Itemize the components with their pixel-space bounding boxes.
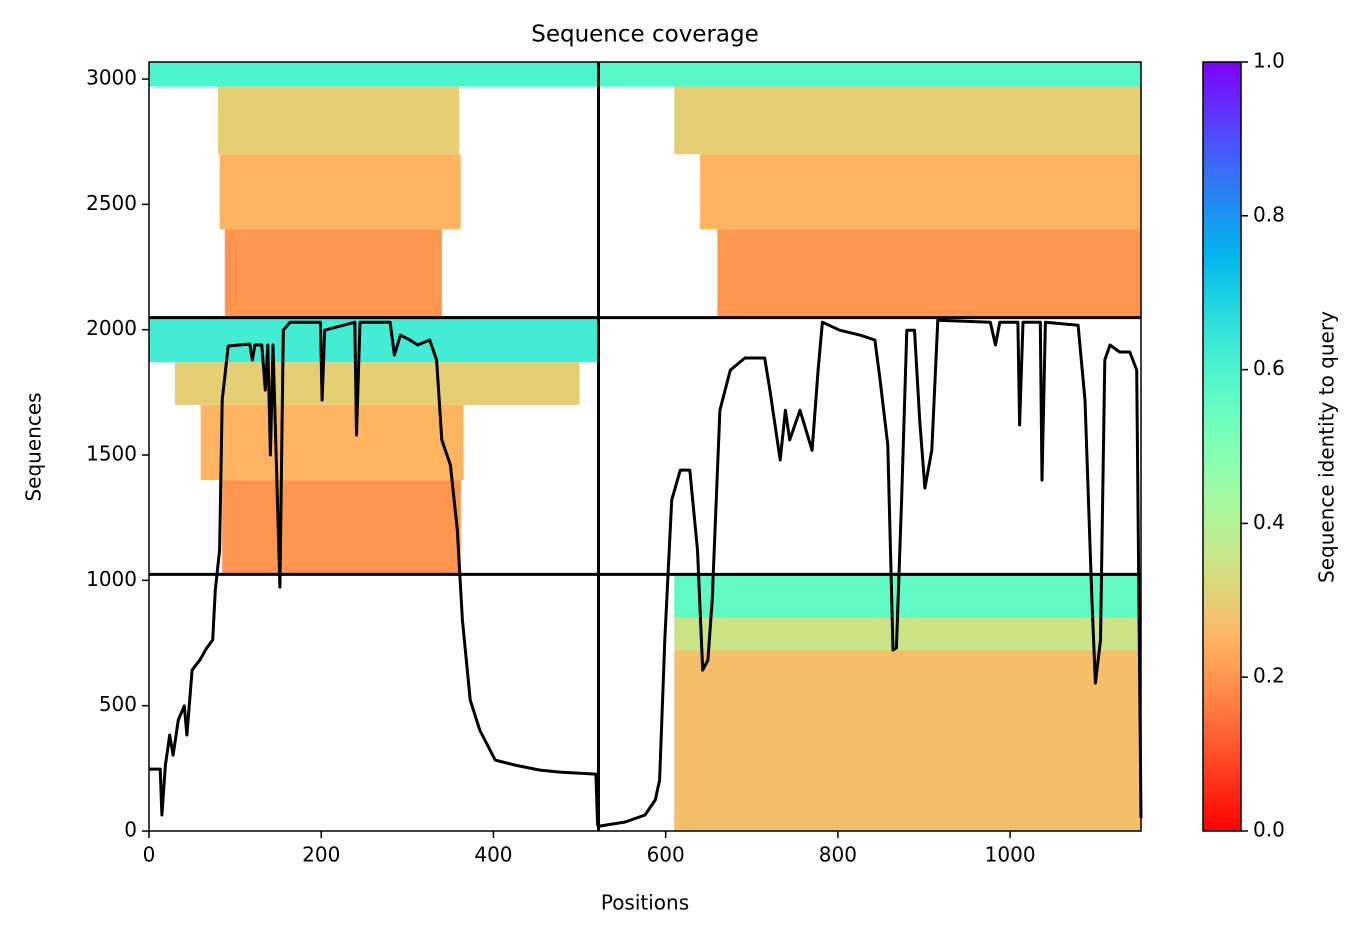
colorbar-tick-label: 1.0 bbox=[1253, 49, 1285, 73]
x-tick-label: 200 bbox=[302, 843, 340, 867]
chart-title: Sequence coverage bbox=[531, 22, 759, 48]
y-tick-label: 2000 bbox=[86, 316, 137, 340]
heatmap-cell bbox=[674, 86, 1141, 155]
heatmap-cell bbox=[222, 480, 461, 575]
colorbar-tick-label: 0.6 bbox=[1253, 356, 1285, 380]
plot-frame bbox=[148, 61, 1142, 832]
heatmap-cell bbox=[717, 229, 1141, 318]
heatmap-cell bbox=[700, 154, 1141, 230]
y-tick-label: 1000 bbox=[86, 567, 137, 591]
heatmap-cell bbox=[674, 574, 1141, 618]
heatmap-cell bbox=[174, 362, 580, 405]
x-tick-label: 800 bbox=[819, 843, 857, 867]
colorbar-label: Sequence identity to query bbox=[1315, 311, 1339, 583]
y-tick-label: 2500 bbox=[86, 191, 137, 215]
heatmap-cell bbox=[219, 154, 461, 230]
colorbar bbox=[1202, 61, 1242, 832]
y-tick-label: 1500 bbox=[86, 442, 137, 466]
y-tick-label: 500 bbox=[99, 692, 137, 716]
heatmap-cell bbox=[149, 62, 599, 87]
colorbar-tick-label: 0.2 bbox=[1253, 664, 1285, 688]
colorbar-tick-label: 0.4 bbox=[1253, 510, 1285, 534]
heatmap-cell bbox=[674, 617, 1141, 651]
x-tick-label: 1000 bbox=[985, 843, 1036, 867]
heatmap-cell bbox=[674, 650, 1141, 831]
coverage-line bbox=[149, 318, 1143, 828]
y-tick-label: 3000 bbox=[86, 66, 137, 90]
y-axis-label: Sequences bbox=[22, 392, 46, 501]
x-tick-label: 600 bbox=[647, 843, 685, 867]
y-tick-label: 0 bbox=[124, 818, 137, 842]
colorbar-tick-label: 0.8 bbox=[1253, 202, 1285, 226]
x-tick-label: 400 bbox=[474, 843, 512, 867]
heatmap-cell bbox=[200, 404, 464, 481]
heatmap-cell bbox=[217, 86, 459, 155]
x-axis-label: Positions bbox=[601, 891, 689, 915]
heatmap-cell bbox=[224, 229, 442, 318]
heatmap-cell bbox=[149, 317, 599, 363]
heatmap-cell bbox=[598, 62, 1141, 87]
colorbar-tick-label: 0.0 bbox=[1253, 818, 1285, 842]
x-tick-label: 0 bbox=[143, 843, 156, 867]
